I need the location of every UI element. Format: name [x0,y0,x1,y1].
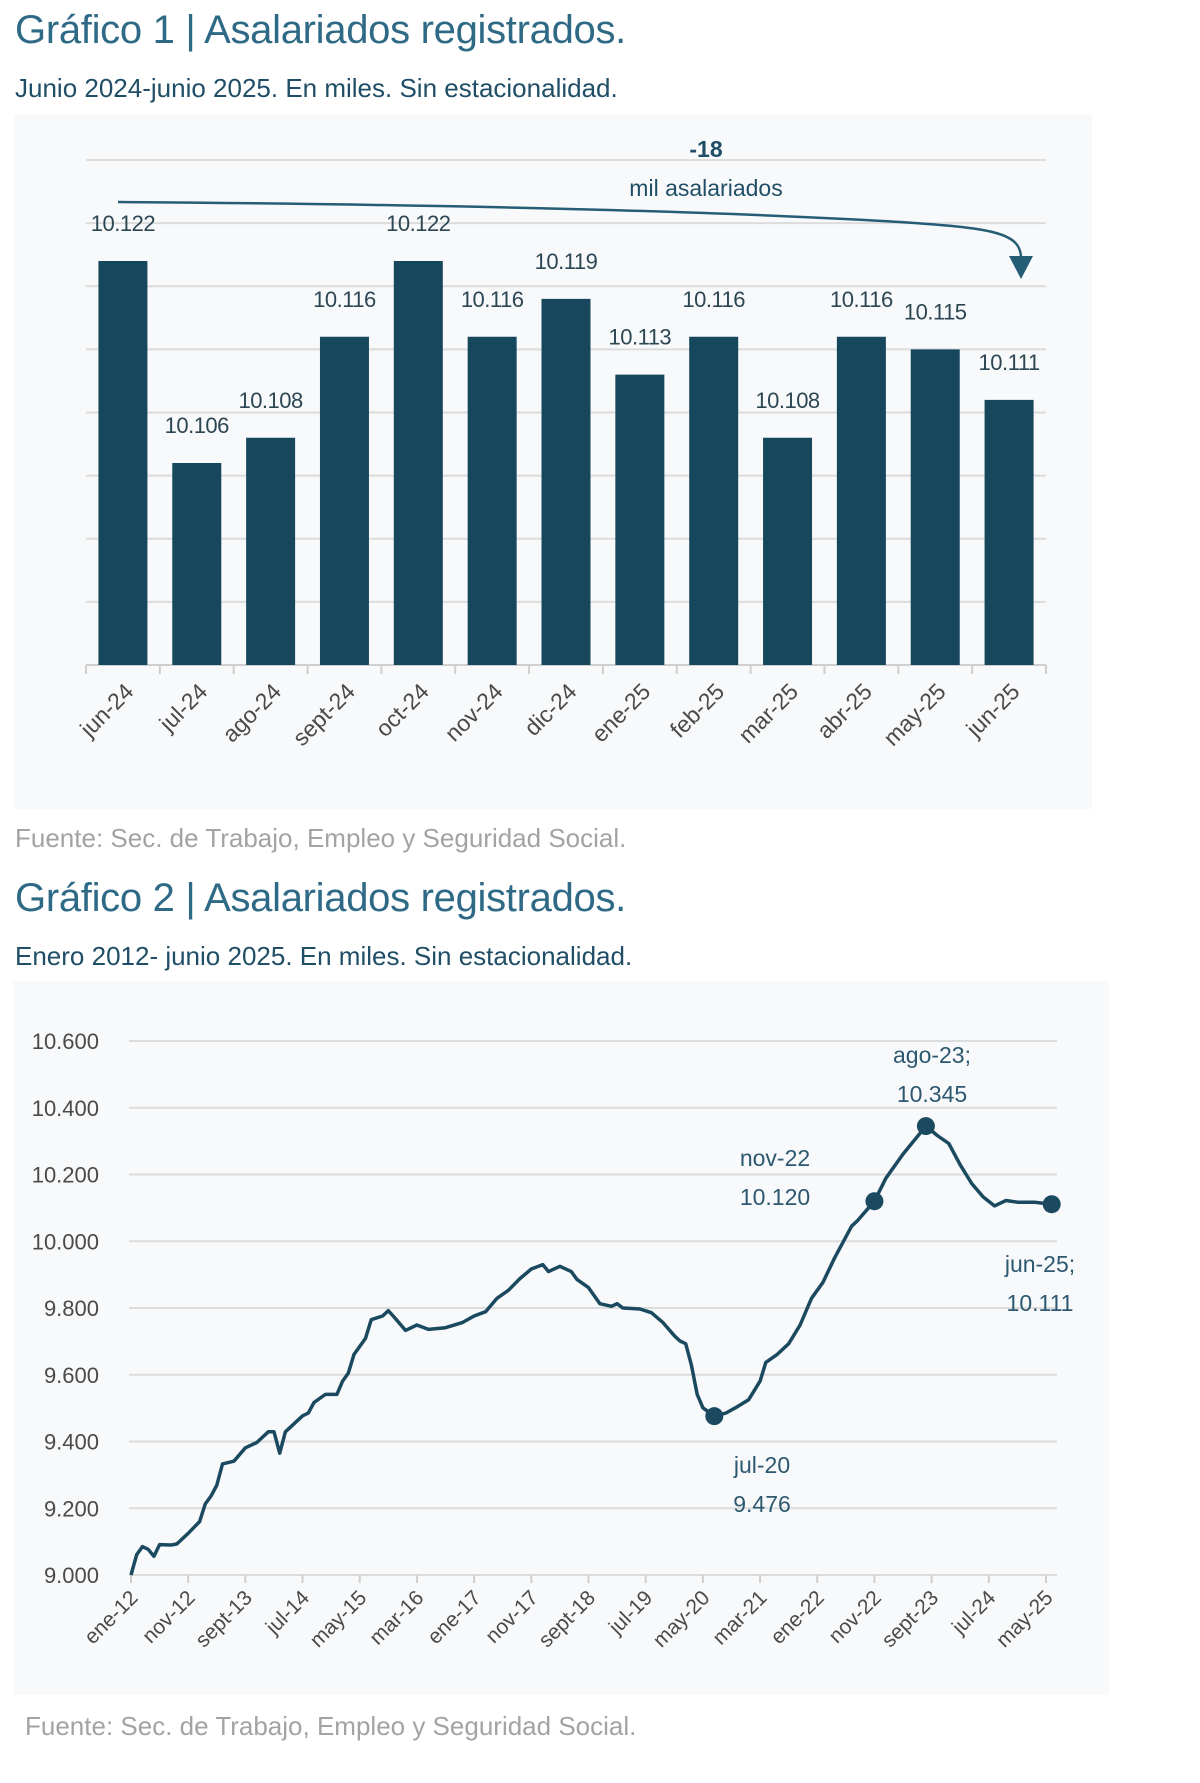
bar-data-label: 10.108 [238,388,303,413]
bar-data-label: 10.119 [535,249,598,274]
change-value-label: -18 [689,136,722,162]
bar [98,261,148,665]
arrow-head-icon [1009,256,1033,279]
bar-data-label: 10.106 [165,413,230,438]
highlight-point-marker [916,1117,935,1136]
series-line [129,1124,1052,1576]
bar-data-label: 10.116 [313,287,376,312]
bar-data-label: 10.116 [682,287,745,312]
y-tick-label: 9.600 [44,1363,99,1388]
bar [836,336,886,665]
chart2-source: Fuente: Sec. de Trabajo, Empleo y Seguri… [25,1711,637,1741]
annotation-date: nov-22 [740,1145,810,1171]
annotation-value: 10.345 [897,1081,967,1107]
bar-data-label: 10.115 [904,299,967,324]
annotation-date: jul-20 [733,1452,790,1478]
highlight-point-marker [1042,1195,1061,1214]
y-tick-label: 9.200 [44,1496,99,1521]
bar-data-label: 10.116 [461,287,524,312]
annotation-value: 10.111 [1007,1290,1074,1316]
bar [541,298,591,665]
y-tick-label: 9.800 [44,1296,99,1321]
bar [984,399,1034,665]
y-tick-label: 10.600 [32,1029,99,1054]
bar [689,336,739,665]
highlight-point-marker [705,1407,724,1426]
bar-data-label: 10.116 [830,287,893,312]
y-tick-label: 9.400 [44,1430,99,1455]
highlight-point-marker [865,1192,884,1211]
chart2-subtitle: Enero 2012- junio 2025. En miles. Sin es… [15,941,633,971]
y-tick-label: 10.000 [32,1229,99,1254]
bar-data-label: 10.111 [979,350,1040,375]
bar [172,463,222,665]
bar [467,336,517,665]
bar [910,349,960,665]
chart2-title: Gráfico 2 | Asalariados registrados. [15,876,626,920]
bar [246,437,296,665]
y-tick-label: 10.400 [32,1096,99,1121]
bar [393,261,443,665]
bar-data-label: 10.108 [755,388,820,413]
bar [615,374,665,665]
bar [319,336,369,665]
chart1-title: Gráfico 1 | Asalariados registrados. [15,8,626,52]
bar-data-label: 10.113 [609,325,672,350]
annotation-value: 10.120 [740,1184,810,1210]
annotation-date: jun-25; [1004,1251,1075,1277]
change-arrow-curve [117,200,1023,259]
change-unit-label: mil asalariados [629,175,782,201]
chart1-source: Fuente: Sec. de Trabajo, Empleo y Seguri… [15,823,627,853]
y-tick-label: 10.200 [32,1163,99,1188]
bar-data-label: 10.122 [91,211,156,236]
annotation-value: 9.476 [733,1491,791,1517]
bar [763,437,813,665]
chart1-subtitle: Junio 2024-junio 2025. En miles. Sin est… [15,73,618,103]
bar-data-label: 10.122 [386,211,451,236]
y-tick-label: 9.000 [44,1563,99,1588]
annotation-date: ago-23; [893,1042,971,1068]
